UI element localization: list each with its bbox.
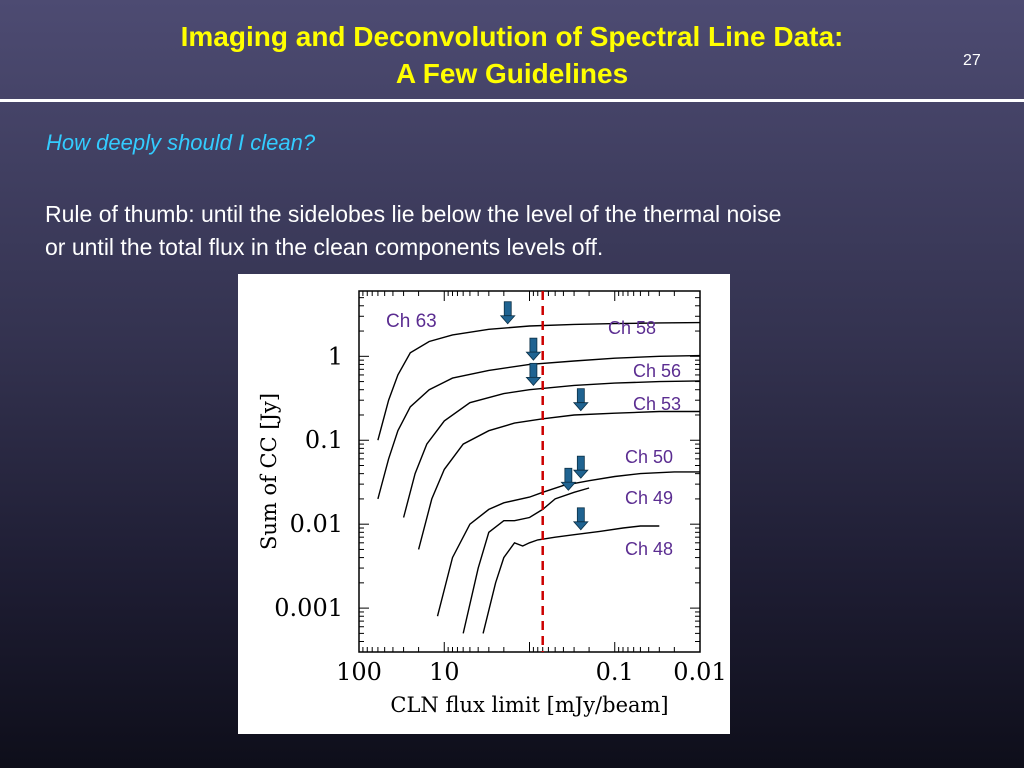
- series-curve: [402, 380, 701, 518]
- plot-frame: [358, 290, 701, 653]
- convergence-arrow-shaft: [564, 467, 573, 483]
- convergence-arrow-head: [572, 521, 589, 531]
- convergence-arrow-head: [525, 351, 542, 361]
- series-curve: [417, 410, 700, 550]
- body-line-1: Rule of thumb: until the sidelobes lie b…: [45, 201, 782, 227]
- slide-title: Imaging and Deconvolution of Spectral Li…: [0, 18, 1024, 92]
- series-label: Ch 56: [633, 361, 681, 381]
- series-curve: [482, 525, 660, 634]
- y-axis-label: Sum of CC [Jy]: [257, 393, 281, 550]
- title-line-2: A Few Guidelines: [395, 58, 629, 89]
- x-tick-label: 100: [336, 658, 382, 686]
- series-label: Ch 53: [633, 394, 681, 414]
- page-number: 27: [963, 52, 981, 69]
- question-text: How deeply should I clean?: [46, 130, 316, 155]
- series-curve: [377, 354, 701, 500]
- convergence-arrow-head: [560, 481, 577, 491]
- series-label: Ch 50: [625, 447, 673, 467]
- convergence-arrow-shaft: [529, 337, 538, 353]
- convergence-arrow-shaft: [503, 301, 512, 317]
- body-text: Rule of thumb: until the sidelobes lie b…: [45, 198, 1005, 264]
- x-axis-label: CLN flux limit [mJy/beam]: [390, 693, 668, 717]
- convergence-arrow-shaft: [576, 388, 585, 404]
- series-label: Ch 48: [625, 539, 673, 559]
- y-tick-label: 0.1: [305, 426, 343, 454]
- convergence-arrow-head: [572, 402, 589, 412]
- convergence-arrow-shaft: [576, 507, 585, 523]
- series-curve: [377, 321, 701, 441]
- convergence-arrow-shaft: [576, 455, 585, 471]
- convergence-arrow-head: [572, 469, 589, 479]
- x-tick-label: 0.1: [596, 658, 634, 686]
- convergence-arrow-shaft: [529, 362, 538, 378]
- convergence-arrow-head: [499, 315, 516, 325]
- series-label: Ch 63: [386, 311, 437, 332]
- title-divider: [0, 99, 1024, 102]
- title-line-1: Imaging and Deconvolution of Spectral Li…: [180, 21, 844, 52]
- x-tick-label: 10: [429, 658, 460, 686]
- clean-flux-figure: 100 10 0.1 0.01 1 0.1 0.01 0.001 CLN flux limit …: [238, 274, 730, 734]
- series-curve: [462, 487, 590, 634]
- series-label: Ch 49: [625, 488, 673, 508]
- y-tick-label: 1: [328, 342, 343, 370]
- body-line-2: or until the total flux in the clean com…: [45, 234, 604, 260]
- series-label: Ch 58: [608, 318, 656, 338]
- x-tick-label: 0.01: [673, 658, 726, 686]
- convergence-arrow-head: [525, 376, 542, 386]
- y-tick-label: 0.01: [290, 510, 343, 538]
- y-tick-label: 0.001: [274, 594, 343, 622]
- clean-flux-chart: 100 10 0.1 0.01 1 0.1 0.01 0.001 CLN flux limit …: [257, 290, 727, 717]
